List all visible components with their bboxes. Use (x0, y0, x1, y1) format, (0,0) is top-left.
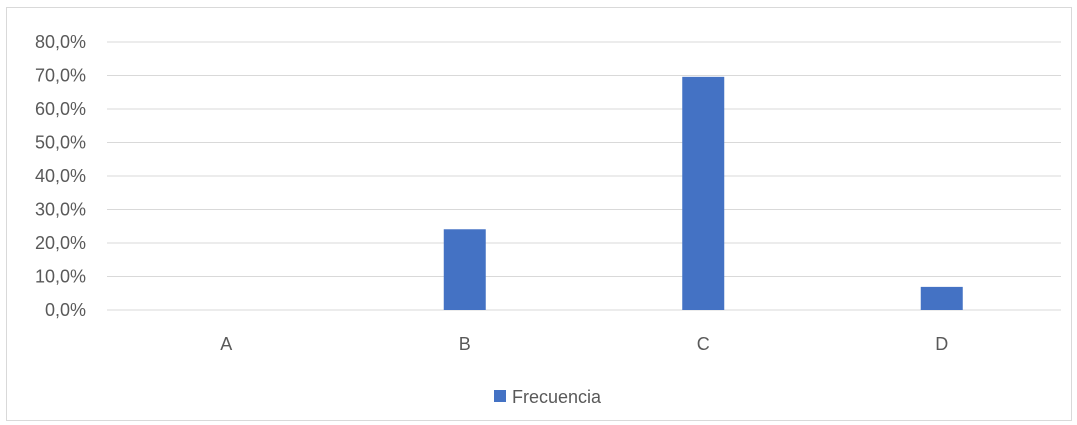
x-tick-label-c: C (697, 334, 710, 354)
x-tick-label-b: B (459, 334, 471, 354)
legend-swatch-frecuencia (494, 390, 506, 402)
y-tick-label: 70,0% (35, 66, 86, 86)
y-tick-label: 40,0% (35, 166, 86, 186)
y-tick-label: 80,0% (35, 32, 86, 52)
x-axis-ticks: A B C D (220, 334, 948, 354)
x-tick-label-a: A (220, 334, 232, 354)
gridlines (107, 42, 1061, 310)
bars (444, 77, 963, 310)
y-tick-label: 60,0% (35, 99, 86, 119)
y-tick-label: 10,0% (35, 267, 86, 287)
y-tick-label: 50,0% (35, 133, 86, 153)
bar-c (682, 77, 724, 310)
legend-label-frecuencia: Frecuencia (512, 387, 602, 407)
y-tick-label: 30,0% (35, 200, 86, 220)
x-tick-label-d: D (935, 334, 948, 354)
y-tick-label: 20,0% (35, 233, 86, 253)
bar-d (921, 287, 963, 310)
y-axis-ticks: 0,0% 10,0% 20,0% 30,0% 40,0% 50,0% 60,0% 70,0% 8… (35, 32, 86, 320)
bar-b (444, 229, 486, 310)
legend: Frecuencia (494, 387, 602, 407)
y-tick-label: 0,0% (45, 300, 86, 320)
